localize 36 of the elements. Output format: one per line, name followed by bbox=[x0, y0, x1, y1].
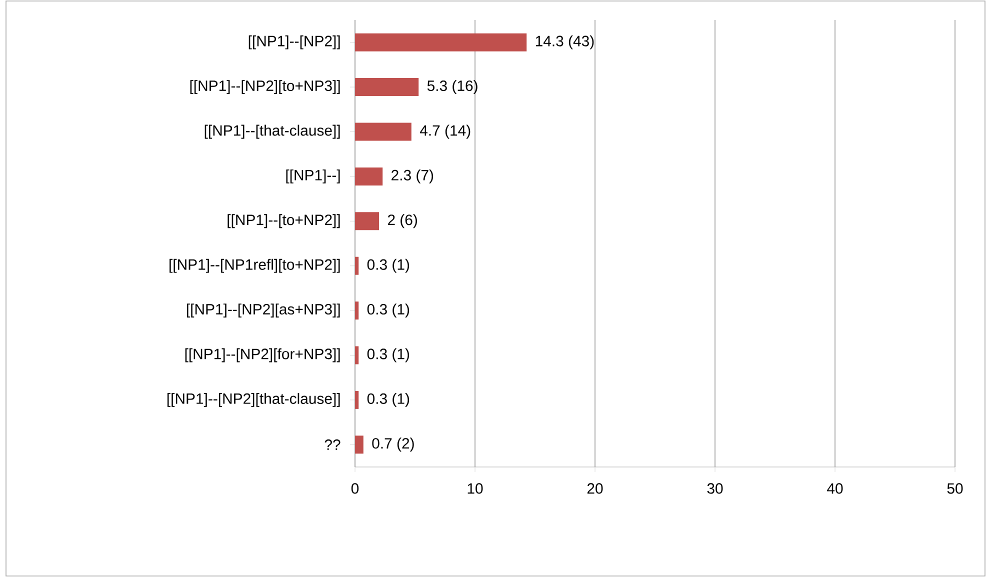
bar bbox=[355, 78, 419, 96]
data-label: 5.3 (16) bbox=[427, 80, 478, 94]
bar bbox=[355, 436, 364, 454]
bar bbox=[355, 302, 359, 320]
x-tick-label: 40 bbox=[827, 483, 843, 494]
bar bbox=[355, 212, 380, 230]
data-label: 4.7 (14) bbox=[420, 124, 470, 139]
data-label: 2.3 (7) bbox=[392, 169, 434, 184]
bar bbox=[355, 122, 412, 141]
x-tick-label: 30 bbox=[707, 483, 723, 494]
x-tick-label: 0 bbox=[351, 483, 359, 494]
x-tick-label: 10 bbox=[468, 483, 483, 494]
x-tick-label: 50 bbox=[947, 483, 963, 494]
y-tick-label: [[NP1]--[that-clause]] bbox=[204, 124, 340, 139]
y-tick-label: [[NP1]--[to+NP2]] bbox=[228, 214, 340, 228]
y-tick-label: [[NP1]--[NP2][that-clause]] bbox=[167, 392, 340, 407]
y-tick-label: [[NP1]--[NP1refl][to+NP2]] bbox=[170, 258, 340, 273]
y-tick-label: [[NP1]--[NP2]] bbox=[248, 35, 340, 50]
y-tick-label: [[NP1]--] bbox=[286, 169, 340, 184]
data-label: 0.3 (1) bbox=[367, 258, 410, 273]
bar bbox=[355, 390, 359, 409]
data-label: 0.3 (1) bbox=[367, 348, 410, 362]
data-label: 0.3 (1) bbox=[367, 392, 410, 407]
bar bbox=[355, 167, 383, 186]
bar bbox=[355, 346, 359, 364]
bar bbox=[355, 33, 527, 52]
data-label: 2 (6) bbox=[388, 214, 417, 228]
data-label: 0.7 (2) bbox=[372, 438, 414, 452]
y-tick-label: ?? bbox=[324, 439, 340, 450]
bar bbox=[355, 256, 359, 275]
y-tick-label: [[NP1]--[NP2][for+NP3]] bbox=[185, 348, 340, 362]
y-tick-label: [[NP1]--[NP2][as+NP3]] bbox=[187, 304, 340, 318]
y-tick-label: [[NP1]--[NP2][to+NP3]] bbox=[190, 80, 340, 94]
x-tick-label: 20 bbox=[587, 483, 603, 494]
data-label: 0.3 (1) bbox=[367, 304, 410, 318]
data-label: 14.3 (43) bbox=[536, 35, 594, 50]
